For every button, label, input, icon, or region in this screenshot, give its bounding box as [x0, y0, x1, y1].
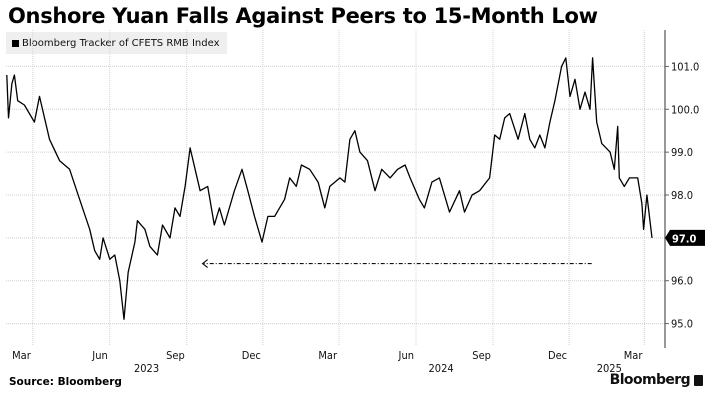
x-tick-label: Mar: [12, 349, 32, 362]
x-tick-label: Dec: [548, 349, 567, 362]
bloomberg-terminal-icon: [694, 374, 703, 386]
year-label: 2025: [597, 362, 622, 375]
x-tick-label: Dec: [242, 349, 261, 362]
annotation-arrowhead-icon: [201, 259, 209, 269]
y-tick-label: 96.0: [671, 275, 693, 288]
x-tick-label: Mar: [318, 349, 338, 362]
legend-swatch: [12, 39, 19, 47]
last-value-label: 97.0: [672, 232, 697, 245]
y-tick-label: 100.0: [671, 103, 699, 116]
x-tick-label: Jun: [91, 349, 107, 362]
y-tick-label: 99.0: [671, 146, 693, 159]
legend-label: Bloomberg Tracker of CFETS RMB Index: [22, 37, 220, 49]
chart-title: Onshore Yuan Falls Against Peers to 15-M…: [8, 4, 598, 28]
year-label: 2023: [134, 362, 159, 375]
last-value-tag: [665, 229, 705, 246]
year-label: 2024: [429, 362, 454, 375]
x-tick-label: Sep: [166, 349, 185, 362]
y-tick-label: 95.0: [671, 318, 693, 331]
bloomberg-logo: Bloomberg: [610, 372, 703, 388]
x-tick-label: Mar: [624, 349, 644, 362]
series-line: [6, 57, 653, 320]
x-tick-label: Jun: [398, 349, 414, 362]
legend: Bloomberg Tracker of CFETS RMB Index: [6, 32, 228, 54]
y-tick-label: 101.0: [671, 60, 699, 73]
source-note: Source: Bloomberg: [9, 376, 122, 388]
brand-text: Bloomberg: [609, 372, 691, 388]
x-tick-label: Sep: [472, 349, 491, 362]
y-tick-label: 98.0: [671, 189, 693, 202]
